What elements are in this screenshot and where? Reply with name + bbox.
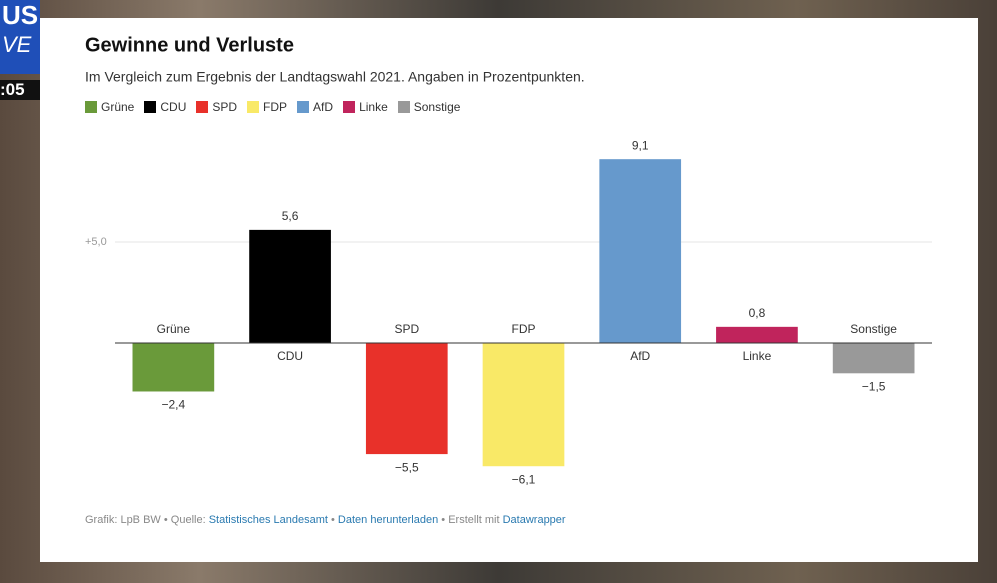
y-tick-label: +5,0 (85, 236, 107, 248)
bar (832, 343, 915, 374)
legend-label: Sonstige (413, 100, 461, 114)
legend-swatch (297, 101, 310, 113)
legend-swatch (196, 101, 209, 113)
bar (132, 343, 215, 392)
credit: Grafik: LpB BW (85, 514, 161, 526)
legend-swatch (144, 101, 157, 113)
legend-label: SPD (212, 100, 238, 114)
legend-item: SPD (196, 100, 237, 114)
category-label: SPD (394, 322, 419, 336)
bar (599, 159, 682, 343)
legend: Grüne CDU SPD FDP AfD Linke Sonstige (85, 100, 460, 114)
separator: • (331, 514, 335, 526)
source-label: Quelle: (170, 514, 206, 526)
legend-item: AfD (297, 100, 333, 114)
legend-swatch (343, 101, 356, 113)
separator: • (441, 514, 446, 526)
legend-swatch (247, 101, 260, 113)
category-label: Sonstige (850, 322, 897, 336)
chart-card (40, 18, 978, 562)
legend-item: CDU (144, 100, 186, 114)
separator: • (163, 514, 168, 526)
footer: Grafik: LpB BW • Quelle: Statistisches L… (85, 514, 566, 526)
tool-link[interactable]: Datawrapper (502, 514, 566, 526)
source-link[interactable]: Statistisches Landesamt (208, 514, 328, 526)
legend-label: Grüne (101, 100, 135, 114)
download-link[interactable]: Daten herunterladen (337, 514, 439, 526)
chart-title: Gewinne und Verluste (85, 34, 294, 56)
value-label: −2,4 (162, 398, 186, 412)
legend-item: Linke (343, 100, 388, 114)
bar (365, 343, 448, 455)
category-label: AfD (630, 349, 650, 363)
clock: :05 (0, 80, 42, 100)
chart-subtitle: Im Vergleich zum Ergebnis der Landtagswa… (85, 69, 585, 85)
category-label: CDU (277, 349, 303, 363)
logo-text: US (2, 0, 39, 30)
legend-label: FDP (263, 100, 288, 114)
value-label: 9,1 (632, 138, 649, 152)
value-label: −6,1 (512, 472, 536, 486)
value-label: −5,5 (395, 460, 419, 474)
legend-label: AfD (313, 100, 334, 114)
made-with-label: Erstellt mit (448, 514, 500, 526)
channel-logo: US VE (0, 0, 40, 74)
legend-label: CDU (160, 100, 187, 114)
bar (249, 229, 331, 343)
bar (482, 343, 565, 467)
legend-item: Grüne (85, 100, 134, 114)
value-label: −1,5 (862, 379, 886, 393)
category-label: Grüne (157, 322, 191, 336)
legend-item: FDP (247, 100, 287, 114)
value-label: 5,6 (282, 209, 299, 223)
value-label: 0,8 (749, 306, 766, 320)
category-label: Linke (743, 349, 772, 363)
legend-swatch (397, 101, 410, 113)
legend-item: Sonstige (397, 100, 461, 114)
legend-swatch (85, 101, 97, 113)
logo-text: VE (2, 32, 32, 57)
category-label: FDP (512, 322, 536, 336)
legend-label: Linke (359, 100, 388, 114)
bar (716, 326, 798, 343)
